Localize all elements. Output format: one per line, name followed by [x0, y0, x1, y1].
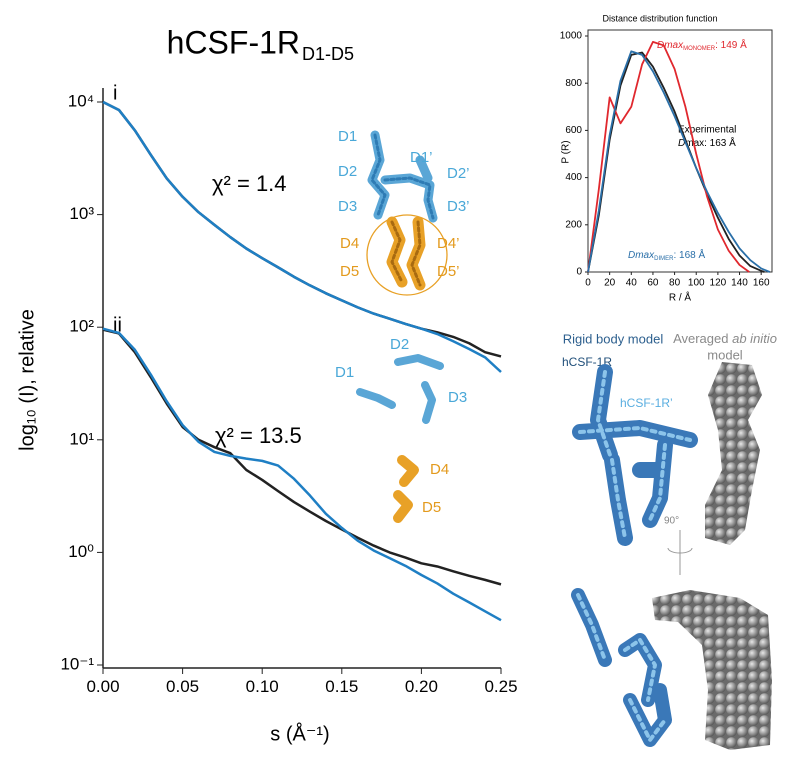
y-tick-label: 10⁰: [68, 542, 94, 561]
y-tick-label: 200: [565, 219, 582, 230]
y-axis-label: log₁₀ (I), relative: [16, 309, 38, 451]
x-tick-label: 20: [604, 278, 616, 289]
domain-label: D2’: [447, 165, 470, 182]
x-tick-label: 160: [753, 278, 770, 289]
main-title-sub: D1-D5: [302, 44, 354, 64]
x-tick-label: 0: [585, 278, 591, 289]
dimer-model: [366, 130, 448, 296]
x-tick-label: 40: [626, 278, 638, 289]
pr-annotation: Experimental: [678, 125, 736, 136]
domain-label: D4: [340, 235, 359, 252]
rigid-body-model: [571, 364, 698, 747]
chi-label: χ² = 13.5: [215, 423, 302, 448]
pr-annotation: Dmax: 163 Å: [678, 136, 736, 149]
domain-label: D3: [448, 389, 467, 406]
x-tick-label: 140: [731, 278, 748, 289]
domain-label: D1: [338, 128, 357, 145]
chain-label: hCSF-1R: [562, 355, 612, 369]
y-tick-label: 800: [565, 78, 582, 89]
pr-x-label: R / Å: [669, 291, 692, 304]
chi-label: χ² = 1.4: [212, 171, 287, 196]
y-tick-label: 10³: [69, 204, 94, 223]
y-tick-label: 600: [565, 125, 582, 136]
y-tick-label: 10⁴: [68, 91, 94, 110]
x-tick-label: 0.15: [325, 677, 358, 696]
domain-label: D2: [390, 336, 409, 353]
main-title: hCSF-1R: [167, 24, 300, 60]
domain-label: D1’: [410, 149, 433, 166]
domain-label: D5: [340, 263, 359, 280]
pr-annotation-part: : 149 Å: [715, 38, 747, 51]
y-tick-label: 400: [565, 172, 582, 183]
pr-annotation-part: Dmax: [628, 250, 655, 261]
pr-annotation-part: Dmax: [657, 40, 684, 51]
model-title: Rigid body model: [563, 331, 664, 346]
x-tick-label: 0.25: [484, 677, 517, 696]
x-tick-label: 60: [647, 278, 659, 289]
domain-label: D3: [338, 198, 357, 215]
pr-annotation-part: MONOMER: [683, 46, 716, 52]
x-tick-label: 80: [669, 278, 681, 289]
pr-annotation-part: DIMER: [654, 256, 674, 262]
series-line: [587, 41, 750, 273]
domain-label: D5’: [437, 263, 460, 280]
series-line: [587, 50, 771, 273]
x-tick-label: 0.05: [166, 677, 199, 696]
curve-label: ii: [113, 314, 122, 336]
model-title: Averaged ab initio: [673, 331, 777, 346]
chain-label: hCSF-1R’: [620, 396, 673, 410]
monomer-model: [356, 354, 444, 523]
model-title-part: ab initio: [732, 331, 777, 346]
x-tick-label: 0.20: [405, 677, 438, 696]
series-line: [102, 100, 502, 358]
y-tick-label: 10⁻¹: [60, 654, 94, 673]
ab-initio-model: [652, 362, 772, 750]
domain-label: D4’: [437, 235, 460, 252]
rotation-label: 90°: [664, 516, 679, 527]
x-tick-label: 120: [710, 278, 727, 289]
domain-label: D4: [430, 461, 449, 478]
domain-label: D2: [338, 163, 357, 180]
pr-annotation-part: : 168 Å: [673, 248, 705, 261]
pr-frame: [587, 29, 773, 273]
model-title: model: [707, 347, 743, 362]
series-line: [102, 100, 502, 373]
pr-annotation: DmaxMONOMER: 149 Å: [657, 38, 747, 52]
x-tick-label: 0.10: [246, 677, 279, 696]
pr-annotation-part: D: [678, 138, 685, 149]
x-tick-label: 0.00: [86, 677, 119, 696]
curve-label: i: [113, 82, 117, 104]
domain-label: D5: [422, 499, 441, 516]
y-tick-label: 10²: [69, 317, 94, 336]
x-axis-label: s (Å⁻¹): [270, 722, 329, 745]
series-line: [102, 327, 502, 622]
x-tick-label: 100: [688, 278, 705, 289]
rotation-arrow: [667, 530, 693, 575]
model-title-part: Averaged: [673, 331, 728, 346]
series-line: [587, 51, 765, 273]
domain-label: D3’: [447, 198, 470, 215]
y-tick-label: 1000: [560, 31, 583, 42]
pr-y-label: P (R): [561, 140, 572, 163]
y-tick-label: 0: [576, 267, 582, 278]
pr-title: Distance distribution function: [602, 13, 717, 23]
pr-annotation-part: max: 163 Å: [685, 136, 736, 149]
y-tick-label: 10¹: [69, 429, 94, 448]
pr-annotation: DmaxDIMER: 168 Å: [628, 248, 705, 262]
domain-label: D1: [335, 364, 354, 381]
